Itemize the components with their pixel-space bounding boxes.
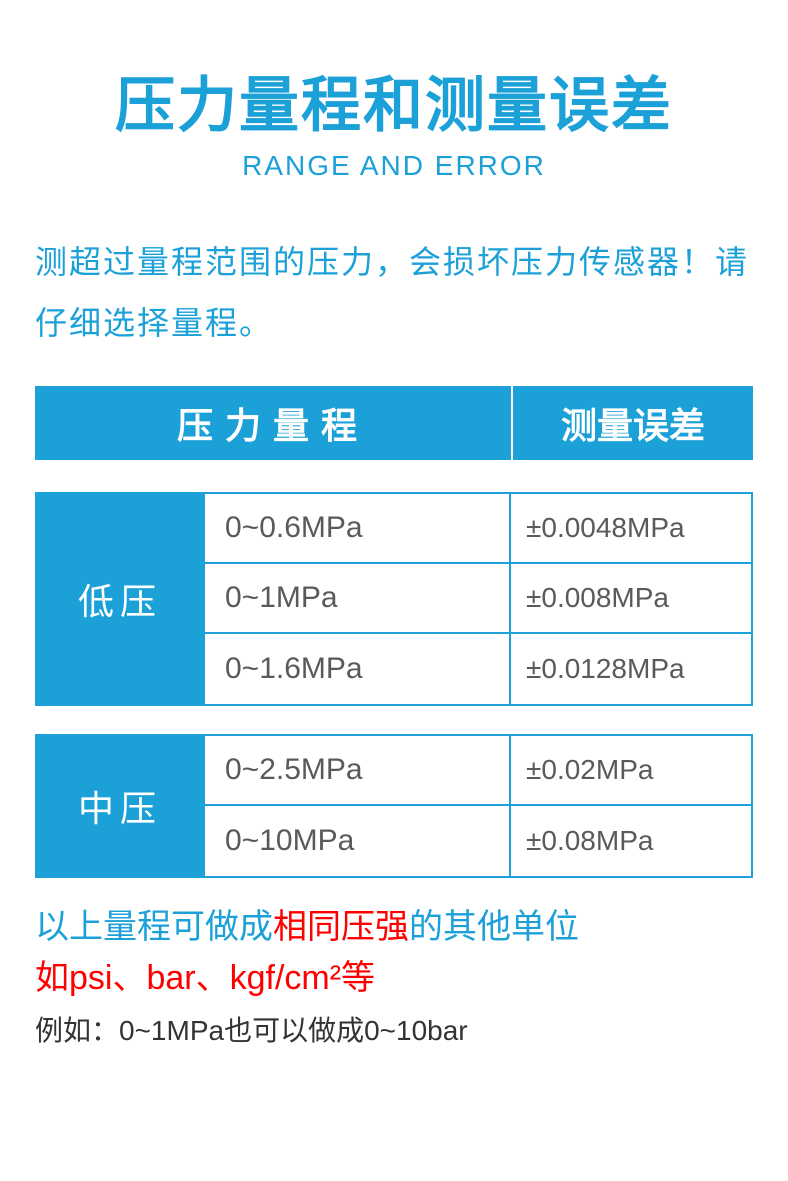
range-cell: 0~2.5MPa [205, 736, 511, 804]
table-row: 0~10MPa±0.08MPa [205, 806, 751, 876]
footer-text: 以上量程可做成相同压强的其他单位 如psi、bar、kgf/cm²等 例如：0~… [35, 902, 753, 1054]
table-header: 压力量程 测量误差 [35, 386, 753, 460]
table-row: 0~2.5MPa±0.02MPa [205, 736, 751, 806]
footer-line1a: 以上量程可做成 [35, 908, 273, 946]
error-cell: ±0.0048MPa [511, 494, 751, 562]
error-cell: ±0.08MPa [511, 806, 751, 876]
category-cell: 中压 [35, 736, 205, 876]
table-row: 0~1MPa±0.008MPa [205, 564, 751, 634]
main-title: 压力量程和测量误差 [35, 70, 753, 142]
error-cell: ±0.008MPa [511, 564, 751, 632]
gap [35, 460, 753, 492]
table-section: 低压0~0.6MPa±0.0048MPa0~1MPa±0.008MPa0~1.6… [35, 492, 753, 706]
table-row: 0~1.6MPa±0.0128MPa [205, 634, 751, 704]
range-cell: 0~10MPa [205, 806, 511, 876]
error-cell: ±0.02MPa [511, 736, 751, 804]
table-section: 中压0~2.5MPa±0.02MPa0~10MPa±0.08MPa [35, 734, 753, 878]
footer-line1: 以上量程可做成相同压强的其他单位 [35, 902, 753, 953]
footer-line3: 例如：0~1MPa也可以做成0~10bar [35, 1009, 753, 1054]
range-cell: 0~1MPa [205, 564, 511, 632]
range-cell: 0~1.6MPa [205, 634, 511, 704]
header-error: 测量误差 [513, 386, 753, 460]
header-range: 压力量程 [35, 386, 513, 460]
footer-line1c: 的其他单位 [409, 908, 579, 946]
range-cell: 0~0.6MPa [205, 494, 511, 562]
table-row: 0~0.6MPa±0.0048MPa [205, 494, 751, 564]
sub-title: RANGE AND ERROR [35, 150, 753, 182]
error-cell: ±0.0128MPa [511, 634, 751, 704]
rows-container: 0~0.6MPa±0.0048MPa0~1MPa±0.008MPa0~1.6MP… [205, 494, 751, 704]
main-container: 压力量程和测量误差 RANGE AND ERROR 测超过量程范围的压力，会损坏… [0, 0, 788, 1053]
title-section: 压力量程和测量误差 RANGE AND ERROR [35, 70, 753, 182]
category-cell: 低压 [35, 494, 205, 704]
footer-line1b: 相同压强 [273, 908, 409, 946]
section-gap [35, 706, 753, 734]
sections-container: 低压0~0.6MPa±0.0048MPa0~1MPa±0.008MPa0~1.6… [35, 492, 753, 878]
rows-container: 0~2.5MPa±0.02MPa0~10MPa±0.08MPa [205, 736, 751, 876]
warning-text: 测超过量程范围的压力，会损坏压力传感器！请仔细选择量程。 [35, 232, 753, 354]
footer-line2: 如psi、bar、kgf/cm²等 [35, 953, 753, 1004]
